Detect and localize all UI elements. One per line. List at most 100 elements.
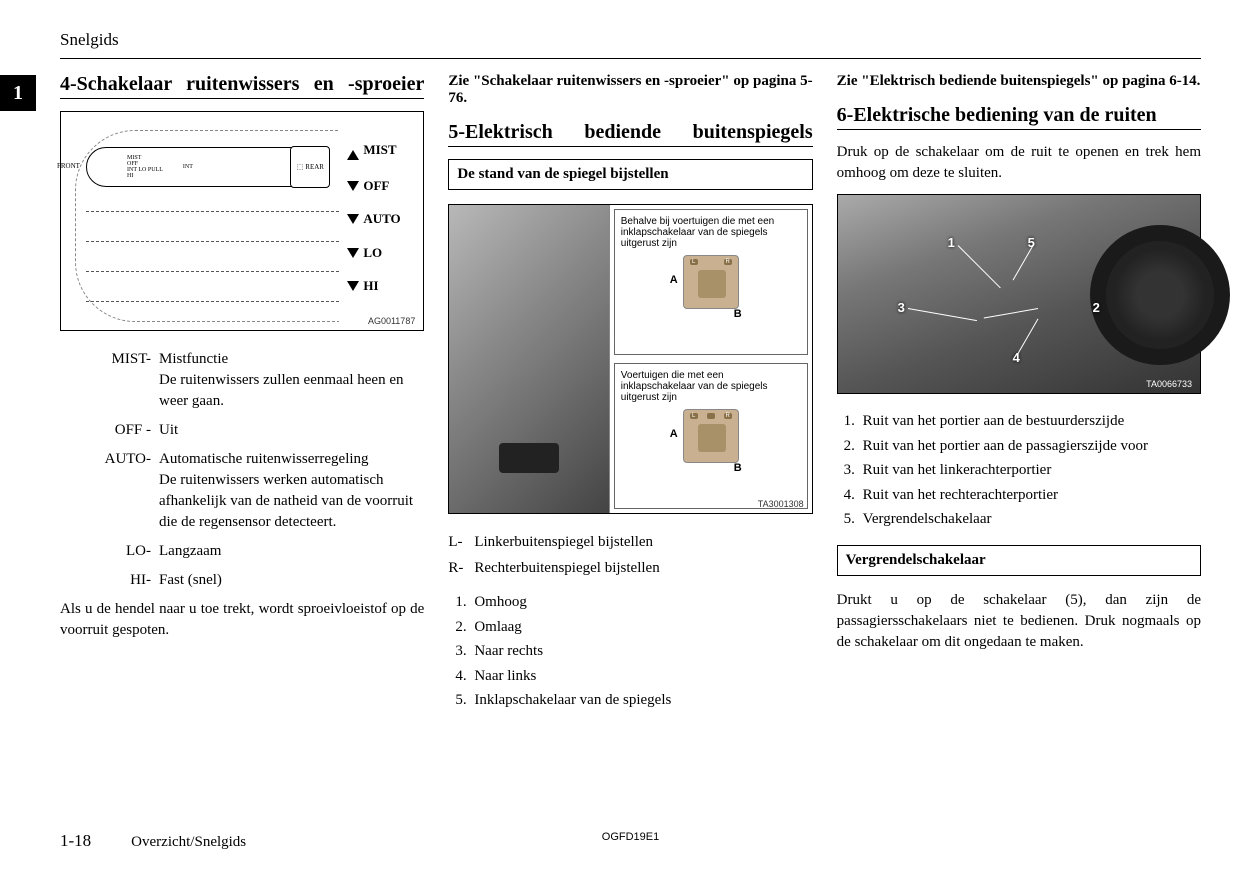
lbl-mist: MIST bbox=[363, 142, 396, 158]
col1-rule bbox=[60, 98, 424, 99]
diagram-code: TA3001308 bbox=[758, 499, 804, 509]
lbl-auto: AUTO bbox=[363, 211, 400, 227]
def-term: OFF - bbox=[62, 420, 157, 447]
def-term: MIST- bbox=[62, 349, 157, 418]
mirror-box-1: Behalve bij voertuigen die met een inkla… bbox=[614, 209, 808, 355]
lbl-lo: LO bbox=[363, 245, 382, 261]
arrow-up-icon bbox=[347, 140, 359, 160]
callout-3: 3 bbox=[898, 300, 905, 315]
def-desc: Fast (snel) bbox=[159, 570, 422, 597]
wiper-tip: ⬚ REAR bbox=[290, 146, 330, 188]
page-number: 1-18 bbox=[60, 831, 91, 851]
def-row: AUTO-Automatische ruitenwisserregeling D… bbox=[62, 449, 422, 539]
col2-numlist: Omhoog Omlaag Naar rechts Naar links Ink… bbox=[448, 591, 812, 712]
column-1: 4-Schakelaar ruitenwissers en -sproeier … bbox=[60, 73, 424, 714]
footer: 1-18 Overzicht/Snelgids OGFD19E1 bbox=[60, 831, 1201, 851]
col3-numlist: Ruit van het portier aan de bestuurdersz… bbox=[837, 410, 1201, 531]
footer-section: Overzicht/Snelgids bbox=[131, 834, 246, 851]
def-term: LO- bbox=[62, 541, 157, 568]
col3-ref: Zie "Elektrisch bediende buitenspiegels"… bbox=[837, 73, 1201, 90]
list-item: Omhoog bbox=[470, 591, 812, 614]
col3-sub2: Vergrendelschakelaar bbox=[837, 545, 1201, 576]
list-item: Ruit van het portier aan de bestuurdersz… bbox=[859, 410, 1201, 433]
list-item: Ruit van het linkerachterportier bbox=[859, 459, 1201, 482]
window-diagram: 1 5 3 2 4 TA0066733 bbox=[837, 194, 1201, 394]
wiper-diagram: FRONT MIST OFF INT LO PULL HI INT ⬚ REAR bbox=[60, 111, 424, 331]
mirror-photo bbox=[449, 205, 608, 513]
dash-3 bbox=[86, 271, 339, 272]
col2-subheading: De stand van de spiegel bijstellen bbox=[448, 159, 812, 190]
arrow-down-icon bbox=[347, 181, 359, 191]
header-rule bbox=[60, 58, 1201, 59]
leader-line bbox=[983, 308, 1037, 319]
list-item: Ruit van het portier aan de passagierszi… bbox=[859, 435, 1201, 458]
diagram-code: TA0066733 bbox=[1146, 379, 1192, 389]
switch-icon: LR bbox=[683, 409, 739, 463]
caption-2: Voertuigen die met een inklapschakelaar … bbox=[621, 370, 801, 403]
column-3: Zie "Elektrisch bediende buitenspiegels"… bbox=[837, 73, 1201, 714]
columns: 4-Schakelaar ruitenwissers en -sproeier … bbox=[60, 73, 1201, 714]
col2-rule bbox=[448, 146, 812, 147]
col2-heading: 5-Elektrisch bediende buitenspiegels bbox=[448, 121, 812, 144]
lr-val: Linkerbuitenspiegel bijstellen bbox=[474, 530, 653, 556]
mirror-diagram: Behalve bij voertuigen die met een inkla… bbox=[448, 204, 812, 514]
col3-intro: Druk op de schakelaar om de ruit te open… bbox=[837, 142, 1201, 184]
wiper-label-stack: MIST OFF AUTO LO HI bbox=[339, 130, 409, 322]
wiper-stalk: FRONT MIST OFF INT LO PULL HI INT ⬚ REAR bbox=[86, 147, 329, 187]
def-term: HI- bbox=[62, 570, 157, 597]
list-item: Inklapschakelaar van de spiegels bbox=[470, 689, 812, 712]
list-item: Vergrendelschakelaar bbox=[859, 508, 1201, 531]
stalk-text: MIST OFF INT LO PULL HI bbox=[127, 155, 163, 179]
callout-1: 1 bbox=[948, 235, 955, 250]
col2-ref: Zie "Schakelaar ruitenwissers en -sproei… bbox=[448, 73, 812, 107]
leader-line bbox=[1017, 319, 1038, 354]
arrow-down-icon bbox=[347, 248, 359, 258]
lr-key: R- bbox=[448, 556, 474, 582]
arrow-down-icon bbox=[347, 214, 359, 224]
list-item: Ruit van het rechterachterportier bbox=[859, 484, 1201, 507]
lr-row: L-Linkerbuitenspiegel bijstellen bbox=[448, 530, 812, 556]
lr-val: Rechterbuitenspiegel bijstellen bbox=[474, 556, 659, 582]
wiper-outline: FRONT MIST OFF INT LO PULL HI INT ⬚ REAR bbox=[75, 130, 339, 322]
lbl-hi: HI bbox=[363, 278, 378, 294]
col3-tail: Drukt u op de schakelaar (5), dan zijn d… bbox=[837, 590, 1201, 653]
def-row: HI-Fast (snel) bbox=[62, 570, 422, 597]
def-row: LO-Langzaam bbox=[62, 541, 422, 568]
list-item: Naar rechts bbox=[470, 640, 812, 663]
leader-line bbox=[957, 245, 1000, 288]
door-panel bbox=[499, 443, 559, 473]
front-label: FRONT bbox=[57, 162, 80, 170]
list-item: Naar links bbox=[470, 665, 812, 688]
callout-2: 2 bbox=[1093, 300, 1100, 315]
col1-heading: 4-Schakelaar ruitenwissers en -sproeier bbox=[60, 73, 424, 96]
leader-line bbox=[1012, 245, 1033, 280]
dash-2 bbox=[86, 241, 339, 242]
arrow-down-icon bbox=[347, 281, 359, 291]
lr-key: L- bbox=[448, 530, 474, 556]
lr-row: R-Rechterbuitenspiegel bijstellen bbox=[448, 556, 812, 582]
mirror-detail: Behalve bij voertuigen die met een inkla… bbox=[609, 205, 812, 513]
def-desc: Langzaam bbox=[159, 541, 422, 568]
dash-1 bbox=[86, 211, 339, 212]
col1-tail: Als u de hendel naar u toe trekt, wordt … bbox=[60, 599, 424, 641]
col3-heading: 6-Elektrische bediening van de ruiten bbox=[837, 104, 1201, 127]
section-tab: 1 bbox=[0, 75, 36, 111]
definition-table: MIST-Mistfunctie De ruitenwissers zullen… bbox=[60, 347, 424, 599]
def-desc: Uit bbox=[159, 420, 422, 447]
tip-text: REAR bbox=[305, 163, 324, 171]
col3-rule bbox=[837, 129, 1201, 130]
def-row: OFF -Uit bbox=[62, 420, 422, 447]
lbl-off: OFF bbox=[363, 178, 389, 194]
rear-icon: ⬚ bbox=[297, 163, 304, 171]
list-item: Omlaag bbox=[470, 616, 812, 639]
def-term: AUTO- bbox=[62, 449, 157, 539]
doc-code: OGFD19E1 bbox=[602, 831, 659, 843]
lr-list: L-Linkerbuitenspiegel bijstellen R-Recht… bbox=[448, 530, 812, 581]
def-desc: Mistfunctie De ruitenwissers zullen eenm… bbox=[159, 349, 422, 418]
def-row: MIST-Mistfunctie De ruitenwissers zullen… bbox=[62, 349, 422, 418]
mirror-box-2: Voertuigen die met een inklapschakelaar … bbox=[614, 363, 808, 509]
steering-wheel-icon bbox=[1090, 225, 1230, 365]
caption-1: Behalve bij voertuigen die met een inkla… bbox=[621, 216, 801, 249]
diagram-code: AG0011787 bbox=[368, 316, 415, 326]
stalk-int: INT bbox=[183, 164, 193, 170]
